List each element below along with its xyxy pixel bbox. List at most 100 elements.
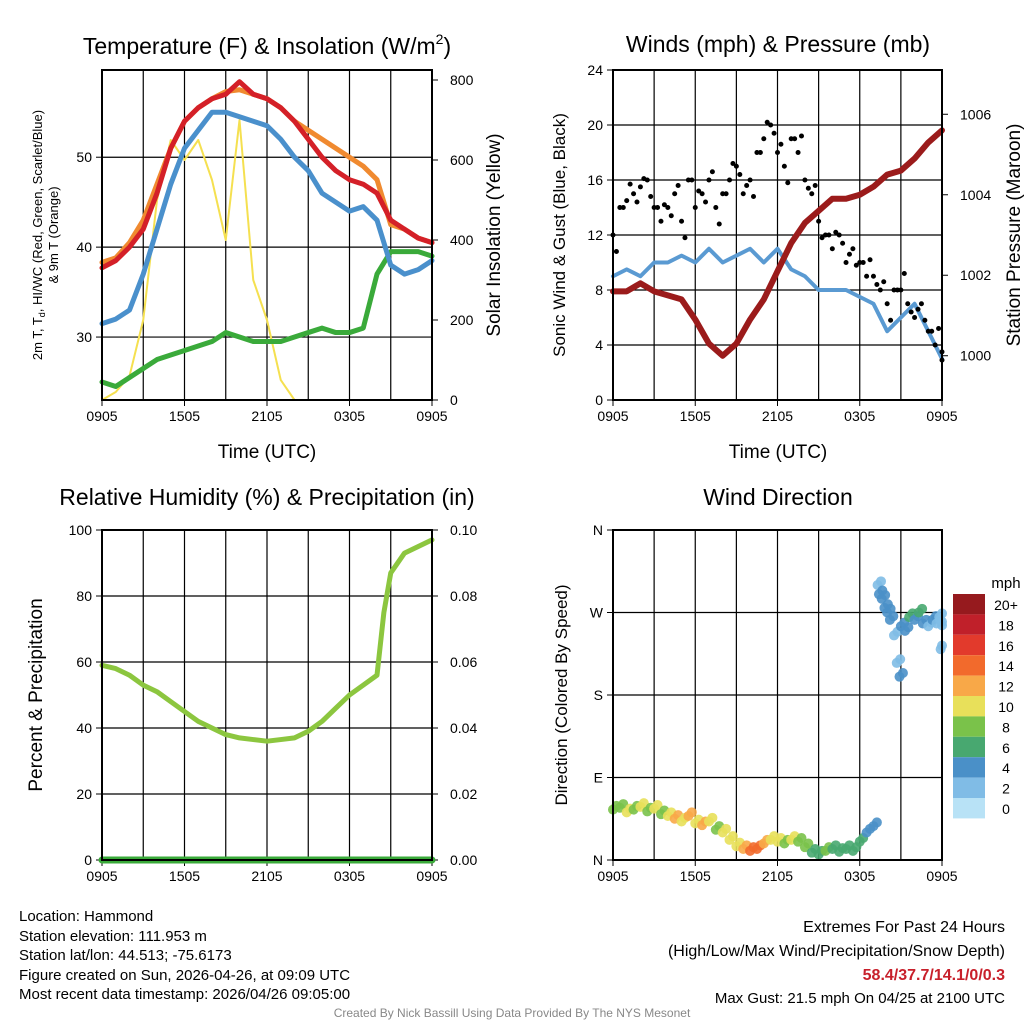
gust-point <box>853 262 859 268</box>
gust-point <box>836 232 842 238</box>
gust-point <box>672 191 678 197</box>
legend-swatch <box>953 696 985 717</box>
gust-point <box>778 141 784 147</box>
created-text: Figure created on Sun, 2026-04-26, at 09… <box>19 966 351 984</box>
gust-point <box>709 169 715 175</box>
gust-point <box>901 271 907 276</box>
wind-direction-panel-title: Wind Direction <box>703 484 853 510</box>
gust-point <box>679 218 685 224</box>
gust-point <box>864 273 870 279</box>
x-tick-label: 2105 <box>762 868 793 884</box>
gust-point <box>881 279 887 285</box>
legend-label: 16 <box>998 638 1014 654</box>
gust-point <box>620 205 626 210</box>
gust-point <box>826 232 832 238</box>
gust-point <box>751 194 757 199</box>
gust-point <box>716 221 722 227</box>
legend-swatch <box>953 798 985 819</box>
pressure-line <box>610 127 945 359</box>
legend-title: mph <box>991 575 1020 592</box>
x-tick-label: 2105 <box>251 408 282 424</box>
gust-point <box>805 185 811 191</box>
gust-point <box>644 177 650 183</box>
x-tick-label: 0905 <box>926 408 957 424</box>
y-tick-label: N <box>593 522 603 538</box>
legend-swatch <box>953 675 985 696</box>
gust-point <box>833 229 839 235</box>
temperature-y-label: 2m T, Td, HI/WC (Red, Green, Scarlet/Blu… <box>30 110 47 360</box>
sonic-wind-line <box>611 246 944 361</box>
location-text: Location: Hammond <box>19 908 154 925</box>
y2-tick-label: 200 <box>450 312 474 328</box>
gust-point <box>884 301 890 307</box>
gust-point <box>860 260 866 265</box>
y-tick-label: 20 <box>587 117 603 133</box>
x-tick-label: 0905 <box>416 408 447 424</box>
gust-point <box>624 198 630 204</box>
gust-point <box>929 328 935 334</box>
gust-point <box>888 317 894 323</box>
legend-swatch <box>953 634 985 656</box>
gust-point <box>819 235 825 241</box>
legend-swatch <box>953 736 985 758</box>
gust-point <box>713 205 719 210</box>
gust-point <box>757 150 763 155</box>
gust-point <box>733 163 739 169</box>
legend-label: 12 <box>998 679 1014 695</box>
temperature-y-label-line2: & 9m T (Orange) <box>46 186 61 283</box>
wind-direction-point <box>903 622 914 633</box>
wind-direction-point <box>721 823 732 834</box>
gust-point <box>874 282 880 287</box>
winds-border <box>612 69 943 401</box>
gust-point <box>802 177 808 183</box>
gust-point <box>703 199 709 205</box>
gust-point <box>771 130 777 136</box>
wind-direction-border <box>612 529 943 861</box>
y-tick-label: 0 <box>84 852 92 868</box>
x-tick-label: 0905 <box>86 408 117 424</box>
gust-point <box>696 188 702 194</box>
gust-point <box>665 205 671 210</box>
gust-point <box>723 191 729 197</box>
x-tick-label: 0305 <box>334 408 365 424</box>
rh-axes: 0905 1505 2105 0305 09050204060801000.000.02… <box>69 522 478 884</box>
y-tick-label: 0 <box>595 392 603 408</box>
gust-point <box>740 191 746 197</box>
gust-point <box>829 246 835 252</box>
gust-point <box>812 183 818 188</box>
gust-point <box>720 191 726 197</box>
x-tick-label: 0305 <box>334 868 365 884</box>
temperature-panel-title: Temperature (F) & Insolation (W/m2) <box>83 31 451 59</box>
gust-point <box>809 191 815 197</box>
y2-tick-label: 1004 <box>960 187 991 203</box>
y2-tick-label: 0.04 <box>450 720 477 736</box>
gust-point <box>795 150 801 155</box>
gust-point <box>925 328 931 334</box>
y-tick-label: 12 <box>587 227 603 243</box>
extremes-title: Extremes For Past 24 Hours <box>803 919 1005 936</box>
extremes-info: Extremes For Past 24 Hours (High/Low/Max… <box>668 916 1005 1010</box>
series-dewpoint-line <box>99 249 435 390</box>
wind-direction-point <box>897 668 908 678</box>
y-tick-label: 40 <box>76 720 92 736</box>
credit-text: Created By Nick Bassill Using Data Provi… <box>333 1006 691 1020</box>
wind-direction-point <box>707 812 718 823</box>
wind-direction-point <box>888 611 899 622</box>
temperature-x-label: Time (UTC) <box>218 442 317 463</box>
gust-point <box>617 205 623 210</box>
y-tick-label: 30 <box>76 329 92 345</box>
y-tick-label: W <box>590 605 604 621</box>
legend-label: 10 <box>998 699 1014 715</box>
x-tick-label: 1505 <box>169 868 200 884</box>
gust-point <box>850 246 856 252</box>
recent-data-text: Most recent data timestamp: 2026/04/26 0… <box>19 986 351 1003</box>
rh-panel-title: Relative Humidity (%) & Precipitation (i… <box>59 484 474 510</box>
gust-point <box>730 161 736 166</box>
gust-point <box>867 257 873 263</box>
winds-x-label: Time (UTC) <box>729 442 828 463</box>
gust-point <box>775 150 780 155</box>
y-tick-label: S <box>594 687 603 703</box>
wind-direction-point <box>895 654 906 665</box>
x-tick-label: 1505 <box>680 408 711 424</box>
